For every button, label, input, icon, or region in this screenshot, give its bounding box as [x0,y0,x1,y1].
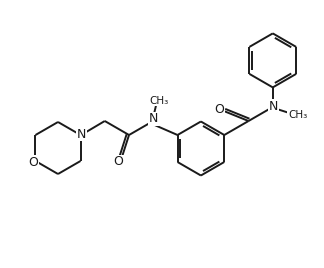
Text: N: N [149,113,158,125]
Text: N: N [269,99,278,113]
Text: CH₃: CH₃ [149,96,168,106]
Text: O: O [214,103,224,116]
Text: O: O [29,155,39,169]
Text: N: N [77,128,86,140]
Text: CH₃: CH₃ [288,110,307,120]
Text: O: O [113,155,123,168]
